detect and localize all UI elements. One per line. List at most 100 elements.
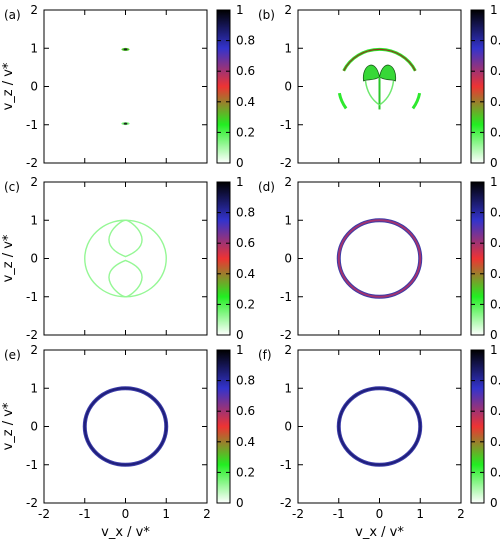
y-tick-label: 1: [284, 381, 292, 395]
y-tick-label: -2: [280, 328, 292, 342]
arc-core: [343, 48, 416, 72]
panel-a: -2 -1 0 1 2 (a) 0 0.2 0.4 0.6 0.8 1 v_z / v*: [1, 3, 255, 170]
panel-b: -2 -1 0 1 2 (b) 0 0.2 0.4 0.6 0.8 1: [258, 3, 500, 170]
x-tick-label: 1: [162, 507, 170, 521]
colorbar-tick-label: 0.2: [490, 297, 500, 311]
colorbar-tick-label: 0.4: [236, 95, 255, 109]
colorbar-tick-label: 0.2: [490, 125, 500, 139]
lobe-bottom: [108, 259, 143, 298]
colorbar-tick-label: 0.8: [236, 34, 255, 48]
y-tick-label: -1: [280, 458, 292, 472]
x-tick-label: -1: [79, 507, 91, 521]
y-tick-label: 2: [30, 3, 38, 17]
y-tick-label: 1: [284, 213, 292, 227]
blob-core: [123, 122, 128, 125]
plot-frame: [297, 349, 462, 504]
colorbar-tick-label: 0: [236, 156, 244, 170]
colorbar-tick-label: 0.4: [490, 267, 500, 281]
plot-frame: [297, 181, 462, 336]
y-tick-label: 1: [30, 381, 38, 395]
colorbar-tick-label: 0.4: [490, 95, 500, 109]
fan-right: [379, 64, 396, 82]
colorbar-tick-label: 1: [236, 343, 244, 357]
fan-left: [363, 64, 380, 82]
ring-core: [337, 219, 422, 298]
y-axis-label: v_z / v*: [1, 62, 16, 110]
x-axis-label: v_x / v*: [355, 525, 404, 540]
y-tick-label: 1: [284, 41, 292, 55]
y-tick-label: 0: [30, 80, 38, 94]
panel-label: (f): [258, 348, 272, 362]
y-tick-label: 0: [284, 80, 292, 94]
x-tick-label: 0: [376, 507, 384, 521]
panel-d: -2 -1 0 1 2 (d) 0 0.2 0.4 0.6 0.8 1: [258, 175, 500, 342]
colorbar: [470, 349, 485, 504]
y-tick-label: 1: [30, 213, 38, 227]
panel-label: (d): [258, 180, 275, 194]
colorbar-tick-label: 1: [236, 3, 244, 17]
y-tick-label: -1: [280, 290, 292, 304]
panel-e: -2 -1 0 1 2 -2 -1 0 1 2 (e) 0 0.2 0.4 0.6 0.8 1 v_z / v* v…: [1, 343, 255, 540]
panel-f: -2 -1 0 1 2 -2 -1 0 1 2 (f) 0 0.2 0.4 0.6 0.8 1 v_x / v*: [258, 343, 500, 540]
plot-frame: [43, 349, 208, 504]
ring-core: [337, 387, 422, 466]
x-tick-label: 0: [122, 507, 130, 521]
colorbar-tick-label: 1: [236, 175, 244, 189]
colorbar-tick-label: 0: [236, 328, 244, 342]
y-tick-label: -2: [280, 496, 292, 510]
fan-tail-left: [364, 80, 380, 106]
colorbar-tick-label: 0: [490, 328, 498, 342]
y-tick-label: -2: [280, 156, 292, 170]
x-tick-label: -2: [292, 507, 304, 521]
colorbar-tick-label: 0.2: [236, 297, 255, 311]
colorbar: [216, 9, 231, 164]
x-axis-label: v_x / v*: [101, 525, 150, 540]
y-tick-label: -1: [26, 118, 38, 132]
y-tick-label: -1: [26, 458, 38, 472]
x-tick-label: 2: [203, 507, 211, 521]
colorbar-tick-label: 0.4: [236, 267, 255, 281]
plot-frame: [43, 9, 208, 164]
colorbar-tick-label: 0: [236, 496, 244, 510]
y-tick-label: 0: [30, 420, 38, 434]
panel-label: (e): [4, 348, 21, 362]
colorbar-tick-label: 0: [490, 156, 498, 170]
colorbar-tick-label: 0.8: [490, 374, 500, 388]
colorbar: [216, 349, 231, 504]
x-tick-label: -2: [38, 507, 50, 521]
y-axis-label: v_z / v*: [1, 234, 16, 282]
colorbar-tick-label: 0.6: [490, 236, 500, 250]
y-tick-label: 2: [30, 343, 38, 357]
colorbar-tick-label: 1: [490, 343, 498, 357]
colorbar-tick-label: 1: [490, 3, 498, 17]
y-tick-label: 0: [30, 252, 38, 266]
plot-frame: [43, 181, 208, 336]
colorbar-tick-label: 0.6: [490, 64, 500, 78]
y-tick-label: 1: [30, 41, 38, 55]
colorbar-tick-label: 0: [490, 496, 498, 510]
y-tick-label: -1: [26, 290, 38, 304]
colorbar-tick-label: 1: [490, 175, 498, 189]
y-axis-label: v_z / v*: [1, 402, 16, 450]
colorbar-tick-label: 0.6: [236, 404, 255, 418]
panel-label: (a): [4, 8, 21, 22]
colorbar: [216, 181, 231, 336]
colorbar-tick-label: 0.2: [490, 465, 500, 479]
colorbar-tick-label: 0.6: [236, 64, 255, 78]
colorbar: [470, 9, 485, 164]
x-tick-label: -1: [333, 507, 345, 521]
blob-core: [123, 48, 128, 51]
panel-label: (c): [4, 180, 20, 194]
colorbar-tick-label: 0.8: [236, 374, 255, 388]
y-tick-label: -2: [26, 496, 38, 510]
colorbar-tick-label: 0.4: [236, 435, 255, 449]
y-tick-label: 2: [284, 175, 292, 189]
panel-c: -2 -1 0 1 2 (c) 0 0.2 0.4 0.6 0.8 1 v_z / v*: [1, 175, 255, 342]
y-tick-label: 0: [284, 420, 292, 434]
y-tick-label: 2: [284, 343, 292, 357]
y-tick-label: -1: [280, 118, 292, 132]
y-tick-label: 2: [284, 3, 292, 17]
colorbar-tick-label: 0.2: [236, 125, 255, 139]
ring-core: [83, 387, 168, 466]
